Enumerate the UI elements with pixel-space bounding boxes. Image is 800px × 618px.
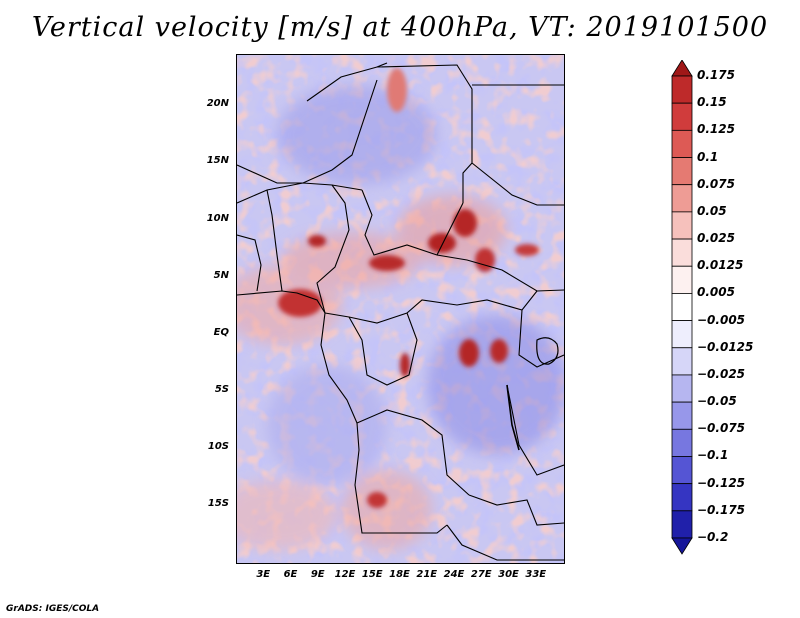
chart-title: Vertical velocity [m/s] at 400hPa, VT: 2… [31, 12, 769, 43]
colorbar-swatch [671, 102, 693, 131]
colorbar-swatch [671, 347, 693, 376]
colorbar-tick-label: 0.05 [697, 203, 727, 218]
lat-tick-label: 20N [206, 98, 229, 110]
colorbar-tick-label: −0.175 [697, 502, 746, 517]
lon-tick-label: 15E [361, 569, 383, 580]
colorbar-tick-label: 0.125 [697, 122, 735, 137]
colorbar-swatch [671, 428, 693, 457]
colorbar-swatch [671, 320, 693, 349]
colorbar-tick-label: 0.15 [697, 95, 727, 110]
colorbar-tick-label: −0.125 [697, 475, 746, 490]
lon-tick-label: 12E [334, 569, 356, 580]
colorbar-tick-label: −0.05 [697, 394, 737, 409]
lat-tick-label: 15N [206, 155, 229, 167]
colorbar-swatch [671, 401, 693, 430]
colorbar-tick-label: 0.1 [697, 149, 719, 164]
colorbar-tick-label: −0.1 [697, 448, 729, 463]
lat-tick-label: EQ [213, 326, 229, 338]
lon-tick-label: 24E [443, 569, 465, 580]
colorbar-tick-label: 0.025 [697, 231, 735, 246]
colorbar-swatch [671, 510, 693, 539]
lat-tick-label: 5N [213, 269, 229, 281]
colorbar-swatch [671, 211, 693, 240]
colorbar-tick-label: −0.005 [697, 312, 746, 327]
map-panel [236, 54, 565, 564]
colorbar-tick-label: −0.025 [697, 366, 746, 381]
lon-tick-label: 6E [283, 569, 298, 580]
vertical-velocity-field [237, 55, 564, 563]
lon-tick-label: 27E [470, 569, 492, 580]
lon-tick-label: 9E [310, 569, 325, 580]
lat-tick-label: 15S [207, 497, 229, 509]
lat-tick-label: 10N [206, 212, 229, 224]
colorbar-swatch [671, 293, 693, 321]
colorbar [671, 60, 693, 555]
colorbar-swatch [671, 157, 693, 186]
colorbar-top-arrow [671, 60, 693, 77]
colorbar-swatch [671, 456, 693, 485]
colorbar-tick-label: 0.175 [697, 68, 735, 82]
lon-tick-label: 30E [498, 569, 519, 580]
colorbar-tick-label: −0.2 [697, 530, 729, 544]
colorbar-swatch [671, 129, 693, 158]
country-borders [237, 62, 564, 561]
lat-tick-label: 5S [214, 383, 229, 395]
colorbar-tick-label: 0.075 [697, 176, 735, 191]
colorbar-tick-label: −0.075 [697, 421, 746, 436]
colorbar-swatch [671, 75, 693, 104]
lon-tick-label: 18E [389, 569, 410, 580]
grads-credit: GrADS: IGES/COLA [6, 604, 100, 614]
colorbar-swatch [671, 265, 693, 294]
colorbar-tick-label: 0.0125 [697, 258, 744, 273]
colorbar-bottom-arrow [671, 537, 693, 555]
lon-tick-label: 3E [256, 569, 271, 580]
lon-tick-label: 33E [525, 569, 547, 580]
colorbar-tick-label: −0.0125 [697, 339, 754, 354]
colorbar-swatch [671, 483, 693, 512]
lat-tick-label: 10S [207, 440, 229, 452]
colorbar-swatch [671, 374, 693, 403]
lon-tick-label: 21E [416, 569, 438, 580]
colorbar-swatch [671, 184, 693, 213]
colorbar-swatch [671, 238, 693, 267]
colorbar-tick-label: 0.005 [697, 285, 735, 300]
